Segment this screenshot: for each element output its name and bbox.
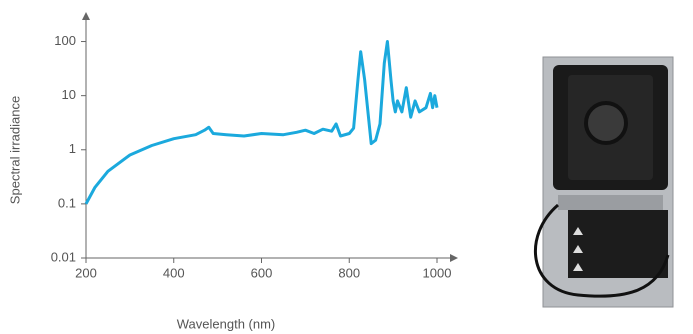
warning-icon: [573, 245, 583, 253]
y-arrow: [82, 12, 90, 20]
y-axis-label: Spectral irradiance: [7, 96, 22, 204]
y-tick-label: 0.01: [51, 249, 76, 264]
x-tick-label: 200: [75, 265, 97, 280]
chart: Wavelength (nm) Spectral irradiance 0.01…: [7, 12, 458, 331]
y-tick-label: 1: [69, 141, 76, 156]
device-lens: [584, 101, 628, 145]
x-tick-label: 1000: [423, 265, 452, 280]
x-tick-label: 800: [338, 265, 360, 280]
x-tick-label: 600: [251, 265, 273, 280]
warning-icon: [573, 263, 583, 271]
y-tick-label: 10: [62, 87, 76, 102]
device-strip: [558, 195, 663, 210]
y-tick-label: 0.1: [58, 195, 76, 210]
warning-icon: [573, 227, 583, 235]
cable: [534, 203, 670, 298]
device-photo: [534, 56, 674, 308]
x-axis-label: Wavelength (nm): [177, 316, 276, 331]
data-line: [84, 40, 439, 205]
warning-label: [568, 210, 668, 278]
x-tick-label: 400: [163, 265, 185, 280]
x-arrow: [450, 254, 458, 262]
y-tick-label: 100: [54, 33, 76, 48]
